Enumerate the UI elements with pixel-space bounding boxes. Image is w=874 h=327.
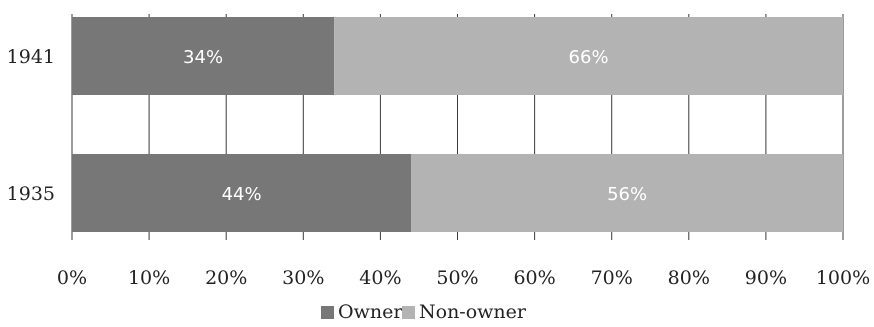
x-tick-label-40: 40% bbox=[359, 267, 401, 289]
x-tick-label-80: 80% bbox=[668, 267, 710, 289]
x-tick-label-60: 60% bbox=[513, 267, 555, 289]
data-label-owner-1941: 34% bbox=[183, 47, 223, 68]
data-labels: 34% 66% 44% 56% bbox=[183, 47, 647, 205]
bar-owner-1935 bbox=[72, 154, 412, 232]
bar-non-owner-1941 bbox=[334, 17, 843, 95]
x-tick-label-90: 90% bbox=[745, 267, 787, 289]
data-label-non-owner-1935: 56% bbox=[607, 184, 647, 205]
bar-owner-1941 bbox=[72, 17, 335, 95]
legend-swatch-non-owner bbox=[402, 306, 415, 319]
x-tick-label-0: 0% bbox=[57, 267, 87, 289]
legend-swatch-owner bbox=[321, 306, 334, 319]
y-tick-label-1941: 1941 bbox=[7, 46, 55, 68]
y-tick-label-1935: 1935 bbox=[7, 183, 55, 205]
bars bbox=[72, 17, 843, 232]
legend-label-non-owner: Non-owner bbox=[419, 301, 527, 323]
x-tick-label-100: 100% bbox=[816, 267, 870, 289]
data-label-non-owner-1941: 66% bbox=[569, 47, 609, 68]
x-tick-label-20: 20% bbox=[205, 267, 247, 289]
data-label-owner-1935: 44% bbox=[222, 184, 262, 205]
axes: 1941 1935 0% 10% 20% 30% 40% 50% 60% 70% 80% 90% 100… bbox=[7, 46, 871, 289]
x-tick-label-70: 70% bbox=[591, 267, 633, 289]
bar-non-owner-1935 bbox=[411, 154, 843, 232]
x-tick-label-50: 50% bbox=[436, 267, 478, 289]
x-tick-label-10: 10% bbox=[128, 267, 170, 289]
legend: Owner Non-owner bbox=[321, 301, 527, 323]
x-tick-label-30: 30% bbox=[282, 267, 324, 289]
legend-label-owner: Owner bbox=[338, 301, 403, 323]
